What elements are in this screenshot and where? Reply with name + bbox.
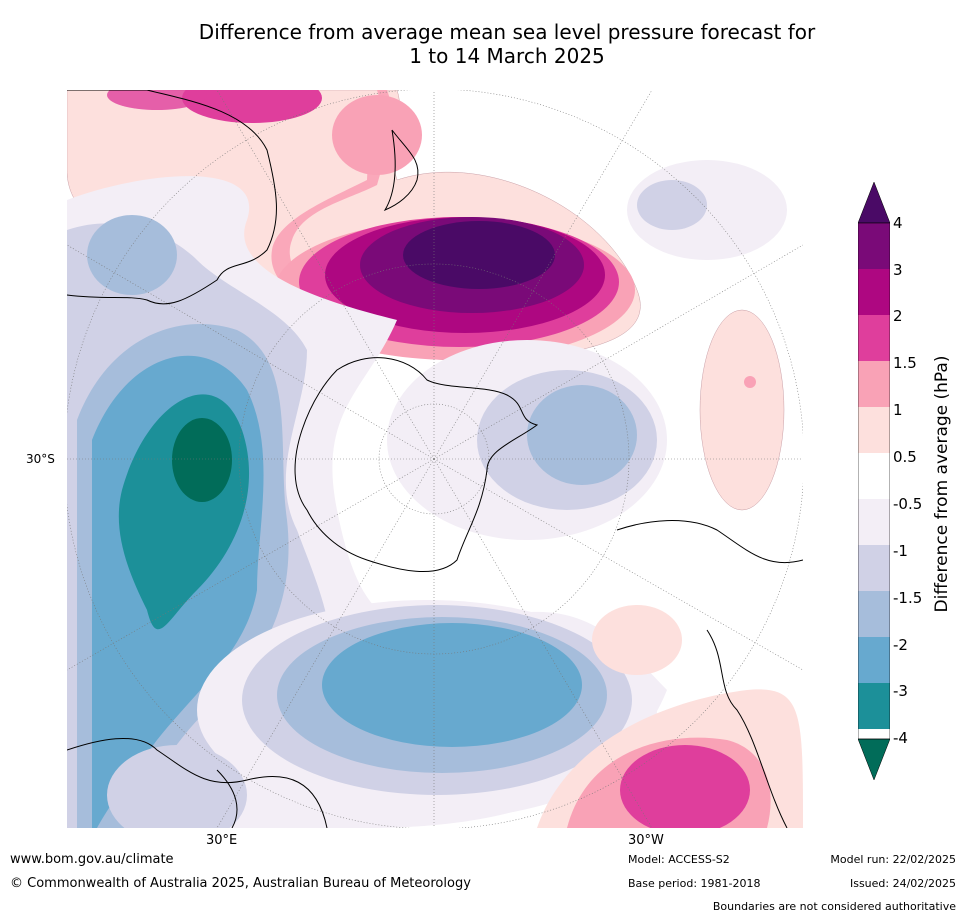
colorbar-tick: -0.5 xyxy=(893,495,923,513)
base-period: Base period: 1981-2018 xyxy=(628,877,761,890)
map-title: Difference from average mean sea level p… xyxy=(0,20,965,68)
colorbar-tick: -1.5 xyxy=(893,589,923,607)
lon-label-30e: 30°E xyxy=(206,833,238,848)
australia-coast xyxy=(67,90,277,305)
title-line-2: 1 to 14 March 2025 xyxy=(409,44,605,68)
model-run-date: Model run: 22/02/2025 xyxy=(830,853,956,866)
boundaries-disclaimer: Boundaries are not considered authoritat… xyxy=(712,900,956,913)
colorbar-title: Difference from average (hPa) xyxy=(932,355,952,613)
colorbar-tick: 4 xyxy=(893,214,903,232)
coastlines xyxy=(67,90,803,828)
antarctica-coast xyxy=(294,357,539,572)
new-zealand-coast xyxy=(383,129,419,212)
positive-anomaly-nz xyxy=(67,90,641,361)
southern-africa-coast xyxy=(67,738,328,828)
colorbar-bin xyxy=(858,315,890,361)
colorbar-bin xyxy=(858,269,890,315)
colorbar-tick: -2 xyxy=(893,636,908,654)
colorbar-bin xyxy=(858,683,890,729)
colorbar-tick: 0.5 xyxy=(893,448,917,466)
colorbar-tick: -3 xyxy=(893,682,908,700)
issued-date: Issued: 24/02/2025 xyxy=(849,877,956,890)
website-link[interactable]: www.bom.gov.au/climate xyxy=(10,852,174,867)
colorbar-cap-top xyxy=(858,182,890,224)
colorbar-cap-bottom xyxy=(858,738,890,781)
madagascar-coast xyxy=(216,769,238,828)
colorbar-tick: -4 xyxy=(893,729,908,747)
south-america-coast xyxy=(616,520,803,564)
colorbar-tick: 1 xyxy=(893,401,903,419)
pressure-anomaly-map xyxy=(67,90,803,828)
colorbar-tick: 3 xyxy=(893,261,903,279)
africa-coast xyxy=(706,629,788,828)
positive-anomaly-east xyxy=(537,309,803,828)
lon-label-30w: 30°W xyxy=(628,833,664,848)
colorbar-bin xyxy=(858,545,890,591)
negative-anomaly-indian xyxy=(107,600,657,828)
colorbar-bin xyxy=(858,637,890,683)
lat-label-30s: 30°S xyxy=(26,452,55,466)
colorbar-tick: 2 xyxy=(893,307,903,325)
copyright-text: © Commonwealth of Australia 2025, Austra… xyxy=(10,876,471,891)
colorbar-bin xyxy=(858,499,890,545)
colorbar xyxy=(858,182,890,781)
graticule xyxy=(67,90,803,828)
colorbar-tick: 1.5 xyxy=(893,354,917,372)
title-line-1: Difference from average mean sea level p… xyxy=(198,20,816,44)
colorbar-bin xyxy=(858,453,890,499)
colorbar-bin xyxy=(858,361,890,407)
colorbar-bin xyxy=(858,591,890,637)
model-name: Model: ACCESS-S2 xyxy=(628,853,730,866)
negative-anomaly-pacific xyxy=(387,160,787,540)
colorbar-bin xyxy=(858,223,890,269)
colorbar-bin xyxy=(858,407,890,453)
colorbar-tick: -1 xyxy=(893,542,908,560)
